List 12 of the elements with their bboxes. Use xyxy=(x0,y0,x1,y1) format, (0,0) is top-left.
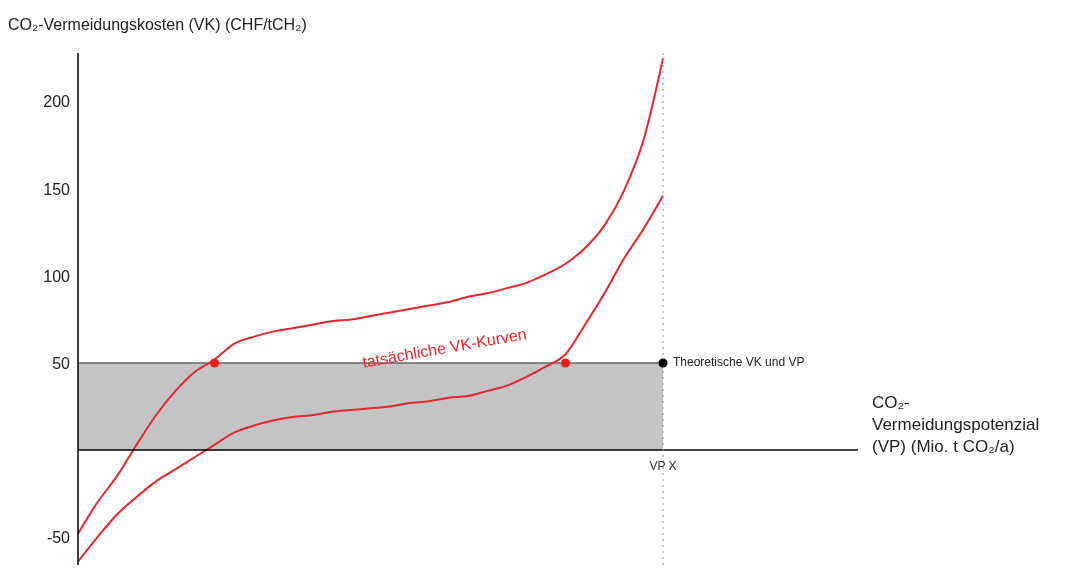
x-axis-title: CO₂-Vermeidungspotenzial (VP) (Mio. t CO₂/a) xyxy=(872,392,1041,459)
y-tick-label: 150 xyxy=(43,180,71,198)
x-tick-label: VP X xyxy=(649,459,677,474)
line-series xyxy=(78,194,664,563)
y-tick-label: 100 xyxy=(43,267,71,285)
y-tick-label: 50 xyxy=(52,354,71,372)
y-tick-label: 200 xyxy=(43,93,71,111)
annotation: Theoretische VK und VP xyxy=(673,354,805,369)
line-series xyxy=(78,57,664,535)
y-axis-title: CO₂-Vermeidungskosten (VK) (CHF/tCH₂) xyxy=(8,16,307,34)
annotation: tatsächliche VK-Kurven xyxy=(360,325,528,372)
y-tick-label: -50 xyxy=(46,528,71,546)
